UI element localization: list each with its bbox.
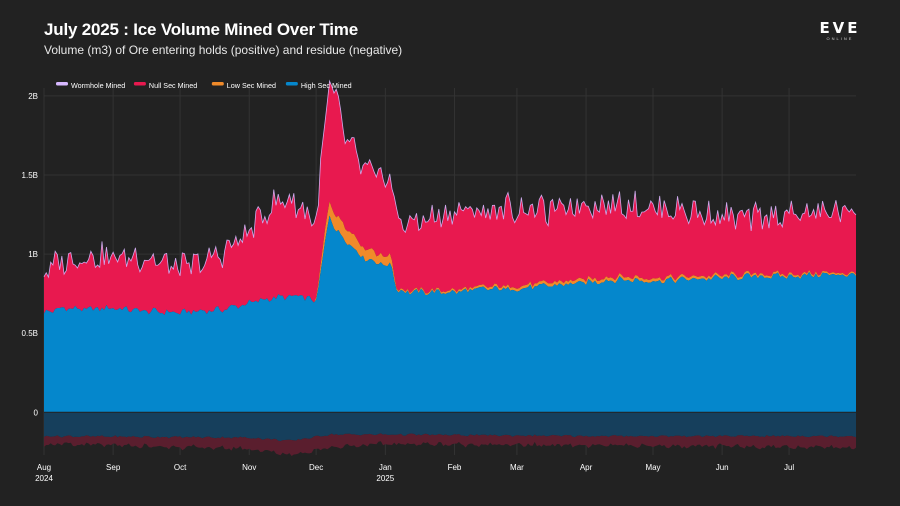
chart-subtitle: Volume (m3) of Ore entering holds (posit… bbox=[44, 43, 403, 57]
areas bbox=[43, 79, 857, 457]
legend-label-low-sec[interactable]: Low Sec Mined bbox=[227, 81, 276, 90]
y-axis: 0 0.5B 1B 1.5B 2B bbox=[22, 92, 39, 417]
x-tick-label: Oct bbox=[174, 463, 187, 472]
y-tick-label: 1.5B bbox=[22, 171, 38, 180]
legend-swatch-wormhole[interactable] bbox=[56, 82, 68, 86]
x-tick-label: Jul bbox=[784, 463, 794, 472]
x-tick-label: Dec bbox=[309, 463, 323, 472]
x-tick-label: Feb bbox=[448, 463, 462, 472]
x-tick-year-label: 2024 bbox=[35, 474, 53, 483]
x-tick-label: Sep bbox=[106, 463, 121, 472]
y-tick-label: 2B bbox=[28, 92, 38, 101]
legend-swatch-high-sec[interactable] bbox=[285, 82, 298, 86]
y-tick-label: 0 bbox=[34, 408, 39, 417]
wormhole-mined-line bbox=[43, 79, 857, 279]
legend-swatch-null-sec[interactable] bbox=[133, 82, 146, 86]
x-tick-label: May bbox=[645, 463, 660, 472]
high-sec-mined-area bbox=[44, 215, 856, 413]
x-tick-label: Nov bbox=[242, 463, 256, 472]
y-tick-label: 1B bbox=[28, 250, 38, 259]
low-sec-mined-area bbox=[44, 201, 856, 315]
legend-label-null-sec[interactable]: Null Sec Mined bbox=[149, 81, 197, 90]
logo-main-text: EVE bbox=[819, 19, 861, 37]
eve-online-logo: EVE ONLINE bbox=[812, 21, 868, 42]
x-tick-year-label: 2025 bbox=[376, 474, 394, 483]
null-sec-residue-area bbox=[44, 433, 856, 457]
logo-sub-text: ONLINE bbox=[826, 36, 854, 41]
high-sec-residue-area bbox=[44, 412, 856, 442]
x-tick-label: Jan bbox=[379, 463, 392, 472]
legend-swatch-low-sec[interactable] bbox=[211, 82, 224, 86]
y-tick-label: 0.5B bbox=[22, 329, 38, 338]
x-tick-label: Apr bbox=[580, 463, 593, 472]
legend-label-high-sec[interactable]: High Sec Mined bbox=[301, 81, 352, 90]
x-axis: Aug 2024 Sep Oct Nov Dec Jan 2025 Feb Mar Apr May Ju… bbox=[35, 463, 794, 483]
chart-title: July 2025 : Ice Volume Mined Over Time bbox=[44, 20, 358, 39]
x-tick-label: Mar bbox=[510, 463, 524, 472]
legend[interactable]: Wormhole Mined Null Sec Mined Low Sec Mine… bbox=[56, 81, 352, 90]
x-tick-label: Aug bbox=[37, 463, 51, 472]
null-sec-mined-area bbox=[44, 81, 856, 315]
legend-label-wormhole[interactable]: Wormhole Mined bbox=[71, 81, 125, 90]
x-tick-label: Jun bbox=[716, 463, 729, 472]
